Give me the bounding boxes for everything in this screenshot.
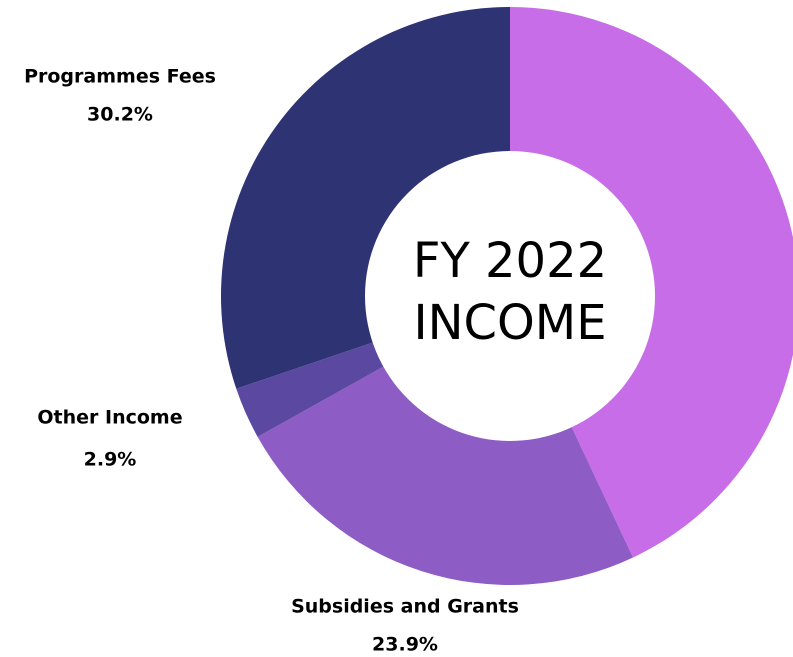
slice-label: Other Income xyxy=(37,407,182,429)
donut-hole xyxy=(365,151,655,441)
slice-value-label: 2.9% xyxy=(84,449,137,471)
slice-value-label: 23.9% xyxy=(372,634,438,656)
slice-label: Programmes Fees xyxy=(24,66,216,88)
slice-value-label: 30.2% xyxy=(87,104,153,126)
center-title: FY 2022 xyxy=(413,233,607,289)
center-title: INCOME xyxy=(413,295,606,351)
slice-label: Subsidies and Grants xyxy=(291,596,519,618)
